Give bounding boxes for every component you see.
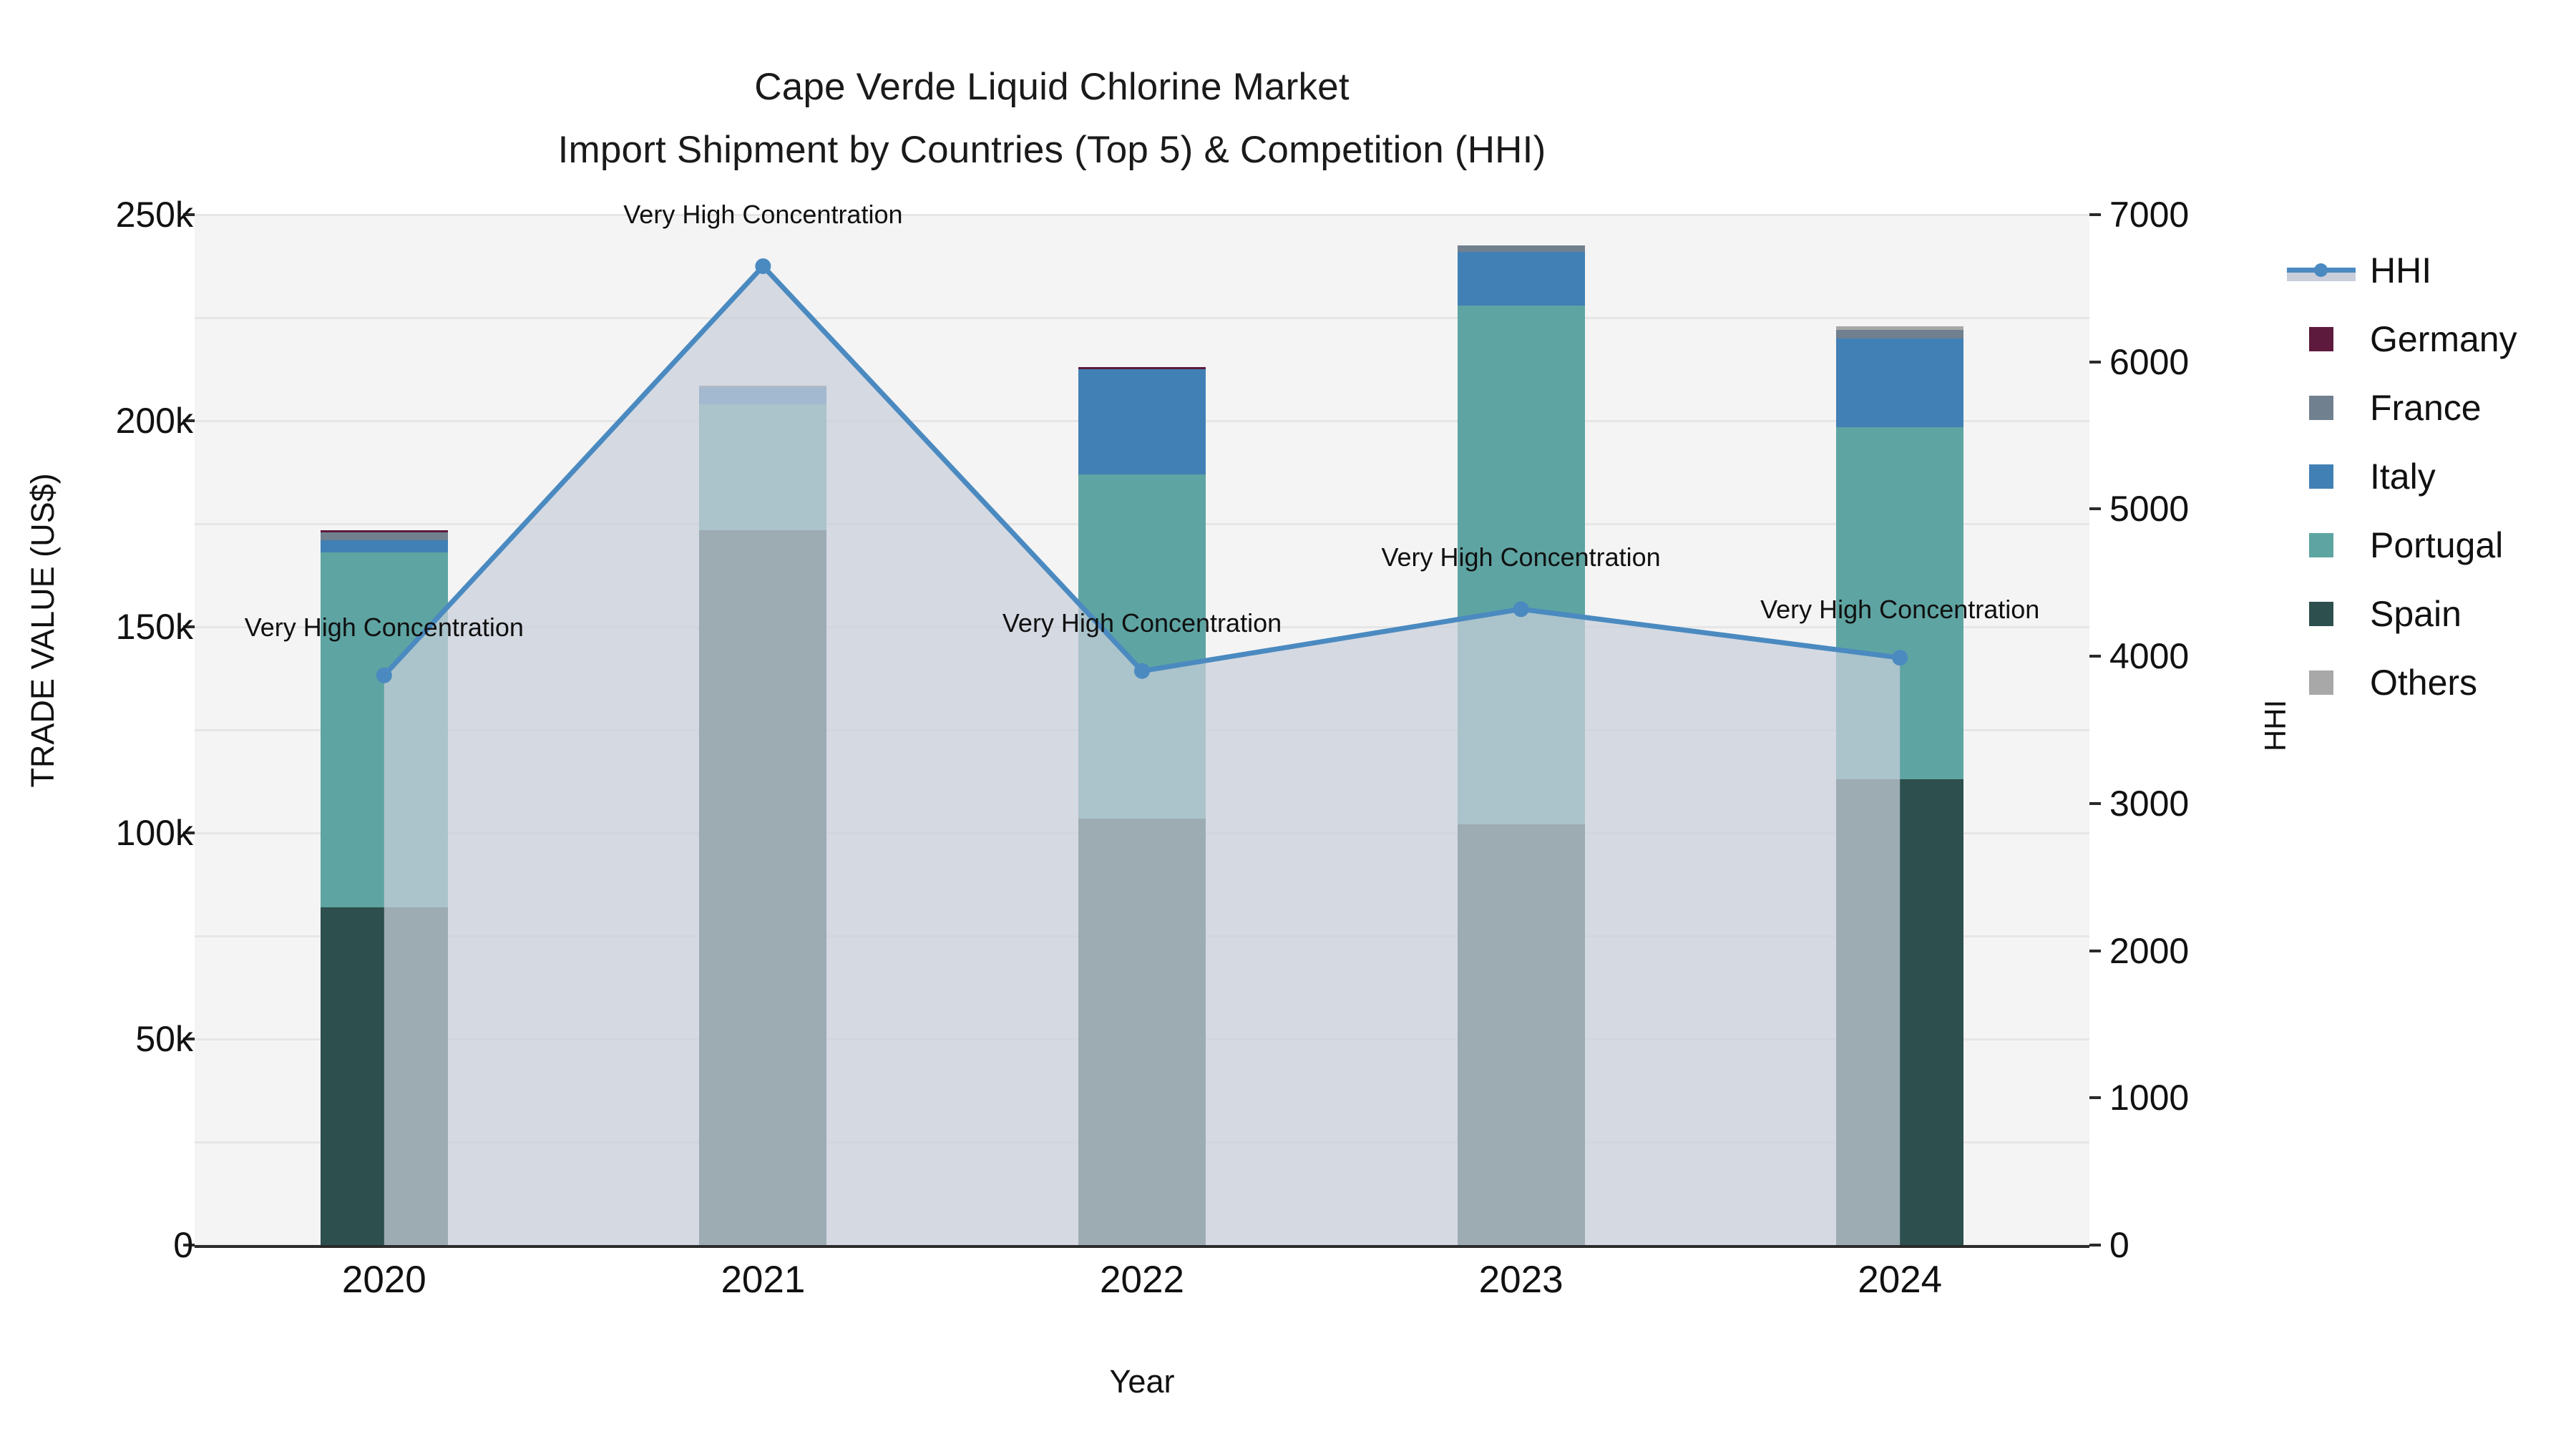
legend-item-others[interactable]: Others xyxy=(2283,648,2576,717)
legend-swatch xyxy=(2309,670,2333,695)
y-tick-label-right: 4000 xyxy=(2109,636,2190,677)
y-tick-mark-left xyxy=(183,213,195,216)
concentration-annotation: Very High Concentration xyxy=(244,612,524,642)
chart-title-block: Cape Verde Liquid Chlorine Market Import… xyxy=(0,56,2104,182)
y-tick-mark-right xyxy=(2089,949,2101,952)
legend-item-hhi[interactable]: HHI xyxy=(2283,236,2576,305)
bar-segment[interactable] xyxy=(699,404,827,530)
concentration-annotation: Very High Concentration xyxy=(1760,595,2040,625)
y-tick-mark-right xyxy=(2089,213,2101,216)
bar-segment[interactable] xyxy=(320,907,448,1245)
bar-segment[interactable] xyxy=(1078,369,1206,474)
legend-color-swatch xyxy=(2283,464,2360,489)
x-tick-label: 2023 xyxy=(1478,1259,1563,1301)
legend-color-swatch xyxy=(2283,533,2360,557)
bar-segment[interactable] xyxy=(699,387,827,404)
bar-segment[interactable] xyxy=(1078,818,1206,1245)
concentration-annotation: Very High Concentration xyxy=(1381,542,1661,572)
legend-item-label: Portugal xyxy=(2370,525,2504,565)
legend-item-label: Others xyxy=(2370,663,2478,703)
legend-swatch xyxy=(2309,602,2333,626)
legend-color-swatch xyxy=(2283,670,2360,695)
hhi-marker[interactable] xyxy=(755,258,771,274)
legend-color-swatch xyxy=(2283,396,2360,420)
y-tick-label-left: 50k xyxy=(135,1019,193,1059)
legend-swatch xyxy=(2309,464,2333,489)
bar-segment[interactable] xyxy=(1078,366,1206,369)
y-tick-mark-left xyxy=(183,1038,195,1040)
y-tick-label-right: 1000 xyxy=(2109,1078,2190,1118)
chart-title: Cape Verde Liquid Chlorine Market xyxy=(754,66,1350,108)
y-tick-label-right: 0 xyxy=(2109,1225,2129,1265)
y-tick-mark-left xyxy=(183,831,195,834)
legend-color-swatch xyxy=(2283,602,2360,626)
x-axis-label: Year xyxy=(1109,1363,1175,1400)
legend-item-label: France xyxy=(2370,388,2482,428)
bar-segment[interactable] xyxy=(1457,245,1585,252)
x-tick-label: 2024 xyxy=(1858,1259,1943,1301)
y-axis-left-label: TRADE VALUE (US$) xyxy=(24,473,61,788)
bar-segment[interactable] xyxy=(699,530,827,1245)
y-tick-label-right: 6000 xyxy=(2109,341,2190,382)
legend-item-germany[interactable]: Germany xyxy=(2283,305,2576,374)
bar-segment[interactable] xyxy=(1836,338,1964,427)
concentration-annotation: Very High Concentration xyxy=(623,200,903,229)
y-tick-label-left: 0 xyxy=(173,1225,193,1265)
y-tick-mark-right xyxy=(2089,655,2101,658)
legend-item-portugal[interactable]: Portugal xyxy=(2283,511,2576,580)
concentration-annotation: Very High Concentration xyxy=(1002,608,1282,638)
legend-item-france[interactable]: France xyxy=(2283,374,2576,442)
y-tick-mark-left xyxy=(183,625,195,628)
bar-segment[interactable] xyxy=(320,530,448,532)
y-tick-label-left: 250k xyxy=(115,195,193,235)
y-tick-mark-right xyxy=(2089,507,2101,511)
y-tick-mark-right xyxy=(2089,1244,2101,1246)
y-tick-label-right: 3000 xyxy=(2109,783,2190,824)
legend-swatch xyxy=(2309,327,2333,351)
x-tick-label: 2021 xyxy=(721,1259,806,1301)
y-tick-mark-left xyxy=(183,1244,195,1246)
gridline xyxy=(195,213,2089,216)
y-tick-label-right: 7000 xyxy=(2109,195,2190,235)
y-tick-label-right: 2000 xyxy=(2109,930,2190,971)
legend-item-label: Germany xyxy=(2370,319,2517,359)
legend-item-label: HHI xyxy=(2370,250,2432,291)
y-tick-mark-left xyxy=(183,419,195,422)
y-tick-mark-right xyxy=(2089,1096,2101,1100)
legend-swatch xyxy=(2309,396,2333,420)
bar-segment[interactable] xyxy=(1836,330,1964,338)
y-tick-mark-right xyxy=(2089,801,2101,805)
chart-legend: HHI Germany France Italy Portugal Spain Others xyxy=(2283,236,2576,717)
bar-segment[interactable] xyxy=(1078,474,1206,819)
y-tick-label-left: 100k xyxy=(115,813,193,853)
bar-segment[interactable] xyxy=(320,540,448,553)
legend-item-label: Italy xyxy=(2370,457,2436,497)
legend-item-italy[interactable]: Italy xyxy=(2283,442,2576,511)
plot-area: Very High Concentration Very High Concent… xyxy=(195,202,2089,1246)
bar-segment[interactable] xyxy=(699,386,827,388)
y-tick-label-right: 5000 xyxy=(2109,489,2190,530)
y-tick-label-left: 200k xyxy=(115,401,193,441)
bar-segment[interactable] xyxy=(320,532,448,541)
y-tick-mark-right xyxy=(2089,360,2101,364)
bar-segment[interactable] xyxy=(320,552,448,907)
legend-line-swatch xyxy=(2283,260,2360,281)
legend-item-spain[interactable]: Spain xyxy=(2283,580,2576,648)
bar-segment[interactable] xyxy=(1457,824,1585,1245)
legend-color-swatch xyxy=(2283,327,2360,351)
x-axis-spine xyxy=(195,1245,2089,1248)
y-tick-label-left: 150k xyxy=(115,607,193,647)
chart-subtitle: Import Shipment by Countries (Top 5) & C… xyxy=(557,129,1546,171)
gridline xyxy=(195,316,2089,319)
bar-segment[interactable] xyxy=(1836,779,1964,1245)
bar-segment[interactable] xyxy=(1836,326,1964,331)
x-tick-label: 2022 xyxy=(1100,1259,1184,1301)
legend-item-label: Spain xyxy=(2370,594,2462,634)
bar-segment[interactable] xyxy=(1457,251,1585,306)
x-tick-label: 2020 xyxy=(341,1259,426,1301)
legend-swatch xyxy=(2309,533,2333,557)
